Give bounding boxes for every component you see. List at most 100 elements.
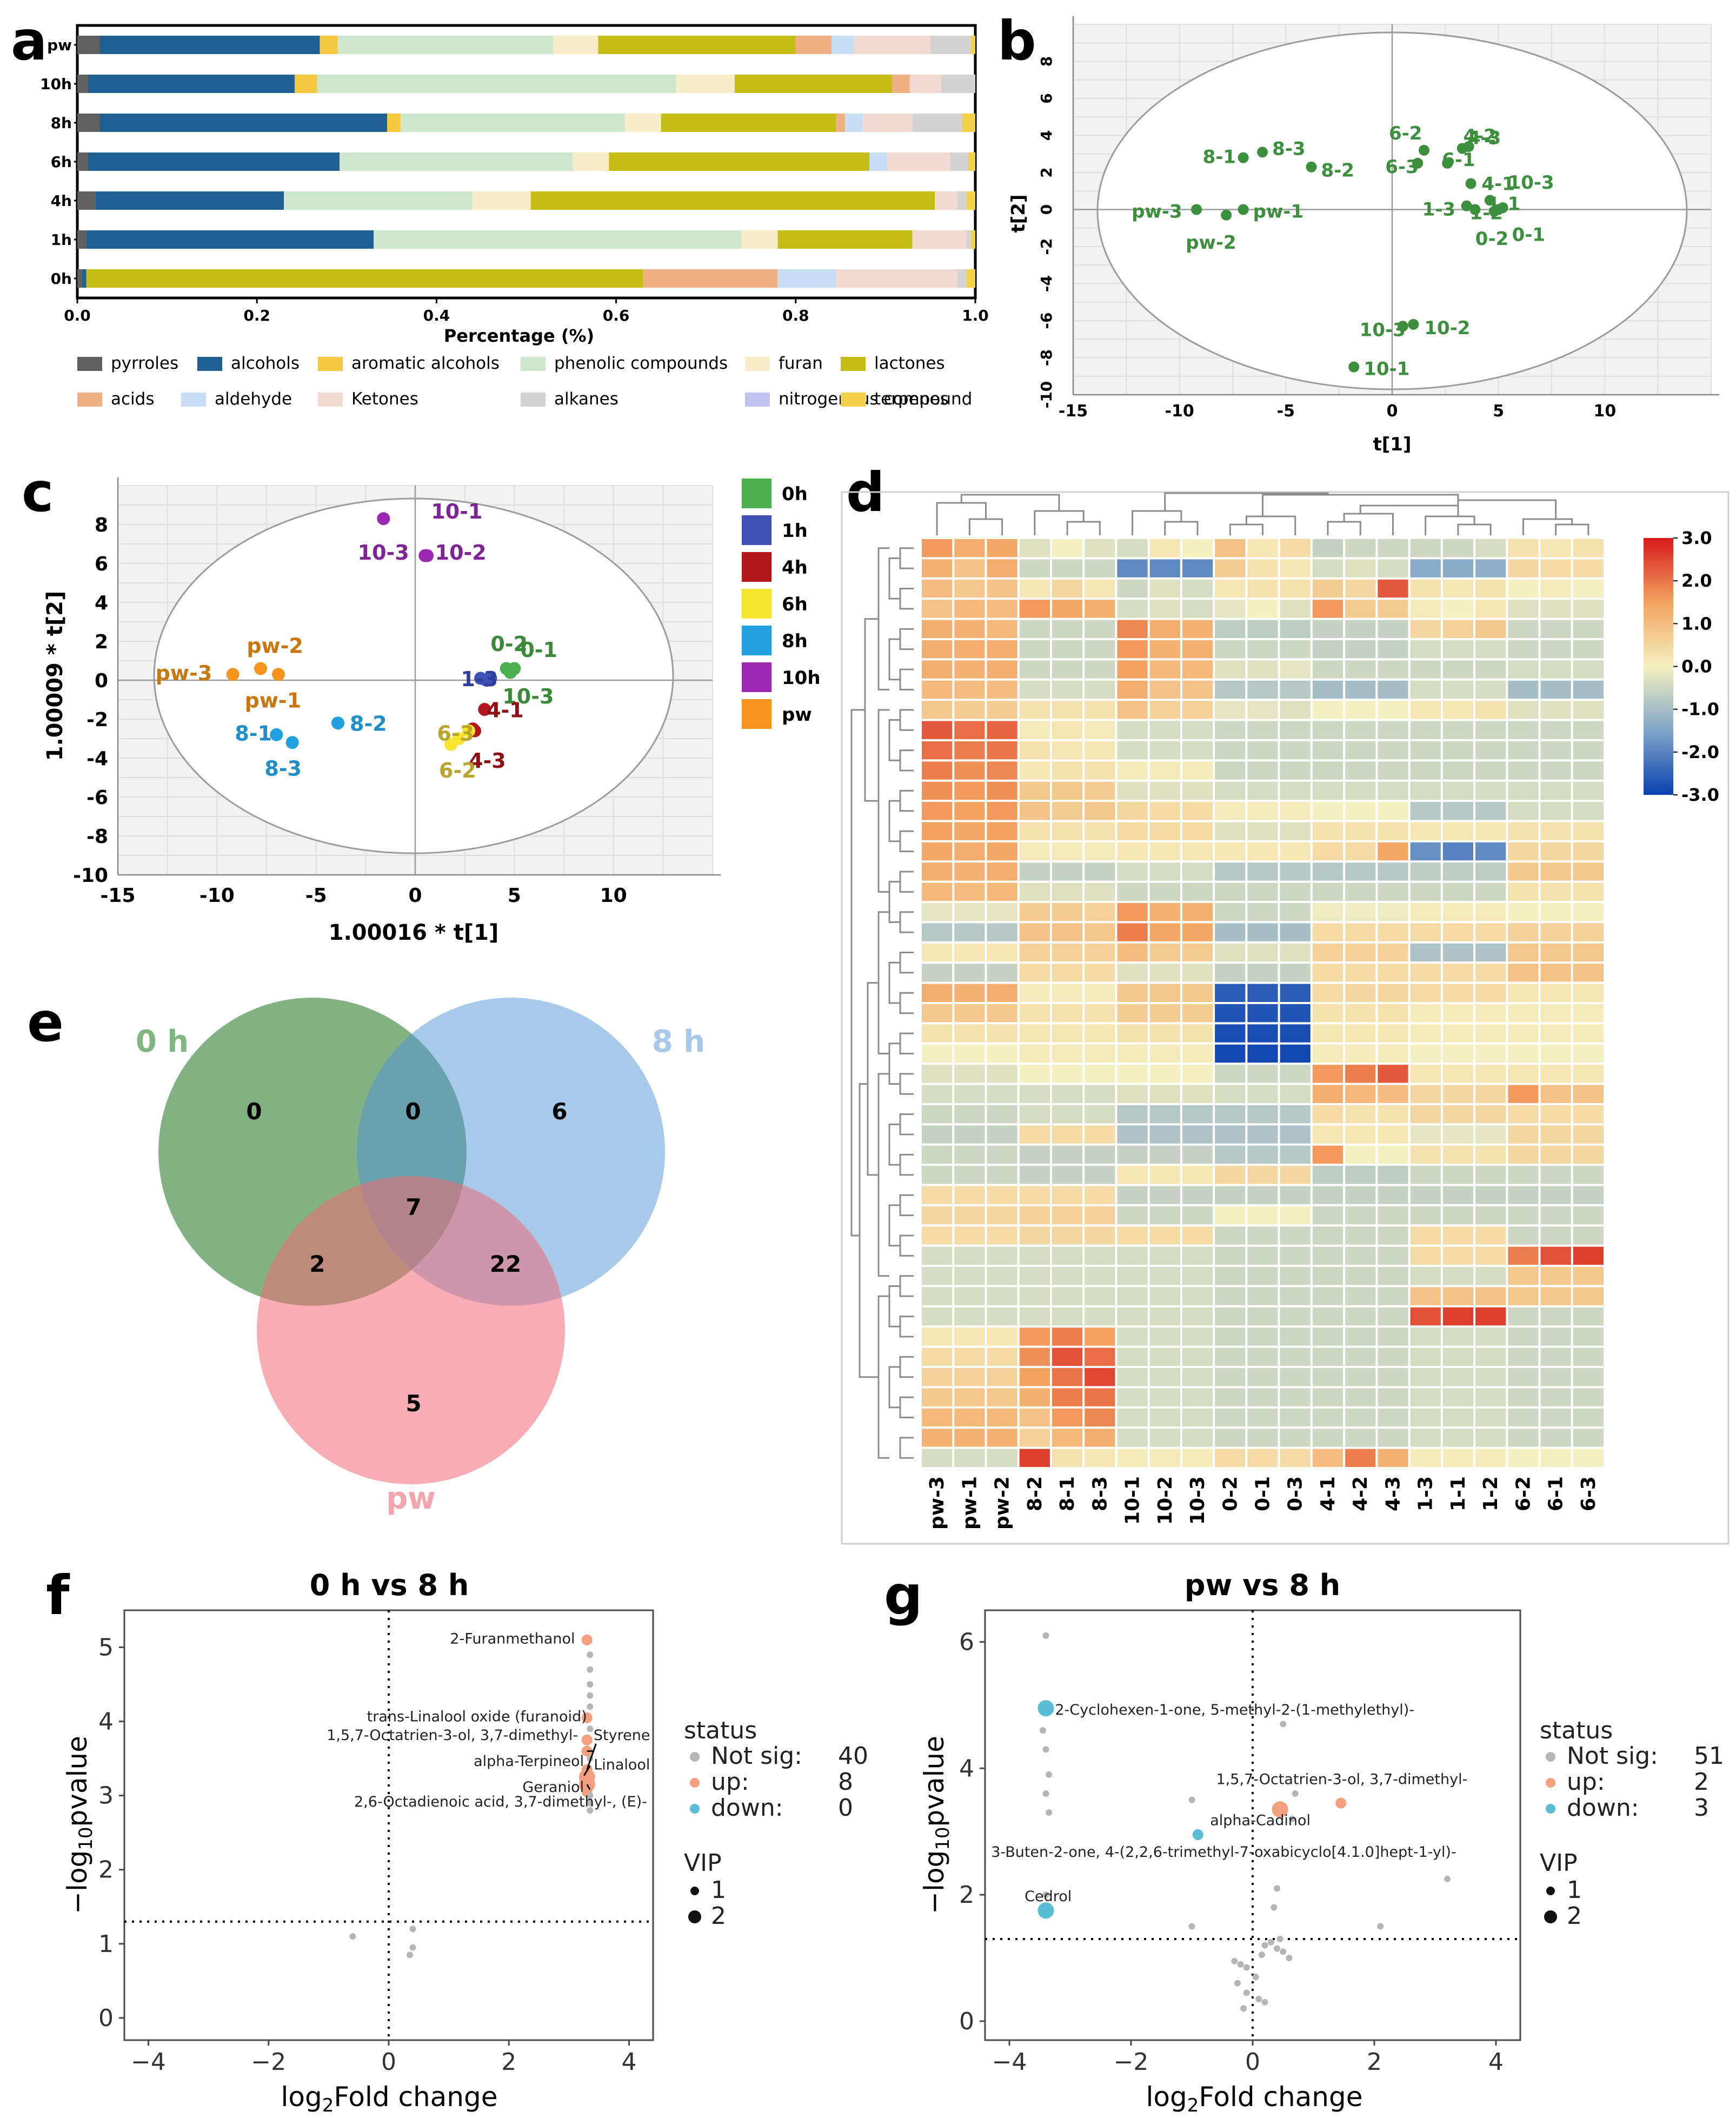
heatmap-cell [1215, 1105, 1246, 1124]
heatmap-cell [1182, 620, 1213, 638]
heatmap-cell [1475, 680, 1506, 699]
heatmap-cell [1247, 721, 1278, 739]
heatmap-cell [1573, 640, 1604, 659]
heatmap-cell [1019, 761, 1050, 780]
heatmap-cell [1149, 701, 1180, 719]
heatmap-cell [1573, 1105, 1604, 1124]
pca-point-8-3 [1257, 147, 1268, 158]
heatmap-cell [1508, 1368, 1539, 1386]
heatmap-cell [1345, 701, 1376, 719]
heatmap-cell [987, 1206, 1017, 1225]
legend-label-nitrogenous-compound: nitrogenous compound [779, 389, 972, 409]
heatmap-cell [1410, 1044, 1441, 1063]
x-tick-label: 4 [1488, 2048, 1504, 2076]
venn-circle-pw [257, 1176, 565, 1484]
heatmap-cell [1182, 1024, 1213, 1043]
heatmap-cell [1117, 984, 1148, 1002]
heatmap-cell [1312, 1145, 1343, 1164]
heatmap-cell [1117, 741, 1148, 760]
bar-segment-pw-aromatic-alcohols [320, 36, 338, 54]
y-tick-label: -6 [87, 787, 108, 809]
heatmap-cell [922, 741, 953, 760]
heatmap-cell [1573, 862, 1604, 881]
heatmap-cell [1247, 1226, 1278, 1245]
heatmap-cell [1019, 923, 1050, 941]
heatmap-cell [1247, 943, 1278, 962]
heatmap-cell [987, 882, 1017, 901]
opls-group-label-6h: 6-3 [437, 722, 474, 746]
heatmap-cell [1280, 1388, 1311, 1406]
heatmap-cell [1247, 741, 1278, 760]
heatmap-cell [954, 620, 985, 638]
dendrogram-link [899, 1396, 914, 1419]
heatmap-cell [1182, 1449, 1213, 1467]
heatmap-cell [1052, 1024, 1083, 1043]
bar-segment-10h-pyrroles [77, 75, 88, 93]
panel-a-x-tick-label: 0.8 [782, 307, 809, 324]
heatmap-cell [1182, 882, 1213, 901]
heatmap-cell [1442, 903, 1474, 921]
pca-point-label: 6-1 [1442, 149, 1475, 171]
heatmap-cell [1019, 882, 1050, 901]
heatmap-cell [1247, 1065, 1278, 1083]
legend-status-count: 2 [1694, 1768, 1709, 1796]
heatmap-cell [1117, 761, 1148, 780]
legend-swatch-1h [742, 515, 771, 545]
volcano-point-up [581, 1712, 593, 1723]
heatmap-cell [1085, 640, 1115, 659]
heatmap-cell [1475, 842, 1506, 861]
dendrogram-link [859, 1083, 879, 1378]
heatmap-cell [954, 1246, 985, 1265]
heatmap-cell [1019, 1186, 1050, 1204]
legend-label-8h: 8h [782, 630, 808, 652]
heatmap-cell [1508, 923, 1539, 941]
heatmap-cell [1182, 1267, 1213, 1285]
heatmap-cell [1378, 579, 1408, 598]
heatmap-cell [1117, 1065, 1148, 1083]
pca-point-label: 0-2 [1475, 228, 1508, 250]
heatmap-cell [1247, 1085, 1278, 1103]
heatmap-cell [1312, 964, 1343, 982]
heatmap-cell [1247, 1449, 1278, 1467]
heatmap-cell [1019, 781, 1050, 800]
heatmap-cell [1442, 1368, 1474, 1386]
heatmap-cell [1117, 1388, 1148, 1406]
heatmap-cell [1573, 680, 1604, 699]
heatmap-cell [1215, 1226, 1246, 1245]
bar-segment-6h-terpenes [968, 152, 975, 171]
legend-label-lactones: lactones [874, 354, 945, 373]
legend-status-count: 8 [838, 1768, 853, 1796]
dendrogram-link [1229, 523, 1263, 535]
heatmap-cell [1345, 1347, 1376, 1366]
dendrogram-link [1164, 492, 1329, 511]
heatmap-cell [1215, 1408, 1246, 1427]
heatmap-cell [987, 1166, 1017, 1184]
heatmap-cell [987, 923, 1017, 941]
heatmap-cell [1085, 1267, 1115, 1285]
heatmap-cell [1280, 1347, 1311, 1366]
heatmap-cell [922, 1347, 953, 1366]
pca-point-label: 8-2 [1321, 160, 1354, 182]
heatmap-cell [1149, 680, 1180, 699]
heatmap-cell [1540, 1125, 1571, 1144]
opls-group-label-0h: 0-1 [520, 638, 557, 662]
heatmap-cell [1280, 1267, 1311, 1285]
panel-letter-a: a [11, 9, 47, 72]
heatmap-cell [1280, 1408, 1311, 1427]
heatmap-cell [1215, 1368, 1246, 1386]
heatmap-cell [987, 721, 1017, 739]
heatmap-cell [987, 1347, 1017, 1366]
heatmap-cell [987, 1246, 1017, 1265]
heatmap-cell [1378, 640, 1408, 659]
heatmap-cell [1117, 1449, 1148, 1467]
heatmap-cell [1052, 1105, 1083, 1124]
heatmap-cell [1085, 1327, 1115, 1346]
bar-segment-4h-lactones [530, 191, 935, 210]
heatmap-cell [1085, 984, 1115, 1002]
opls-group-label-4h: 4-1 [487, 698, 524, 722]
heatmap-cell [1475, 1065, 1506, 1083]
heatmap-cell [1182, 660, 1213, 679]
heatmap-cell [987, 842, 1017, 861]
volcano-compound-label: Styrene [594, 1727, 650, 1744]
bar-segment-6h-pyrroles [77, 152, 88, 171]
